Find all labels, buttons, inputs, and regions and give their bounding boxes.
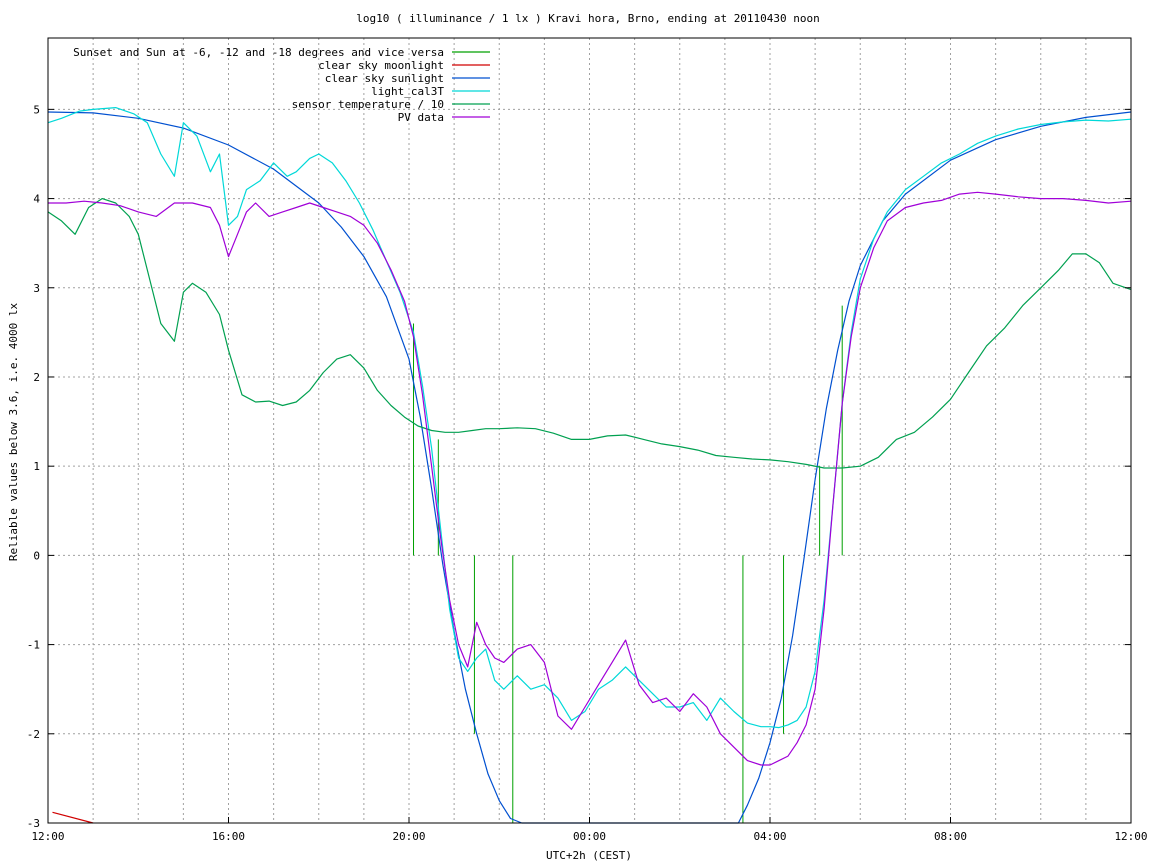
series-4-line — [47, 106, 1132, 729]
x-axis-label: UTC+2h (CEST) — [546, 849, 632, 862]
y-tick-label: 3 — [33, 282, 40, 295]
chart-title: log10 ( illuminance / 1 lx ) Kravi hora,… — [356, 12, 820, 25]
legend-label: clear sky moonlight — [318, 59, 444, 72]
axis-ticks: -3 -2 -1 0 1 2 3 4 5 12:00 16:00 20:00 00:00 04:00 08:… — [27, 103, 1148, 843]
x-tick-label: 16:00 — [212, 830, 245, 843]
y-tick-label: 5 — [33, 103, 40, 116]
grid-lines — [48, 38, 1131, 823]
y-tick-label: -1 — [27, 639, 40, 652]
legend-label: clear sky sunlight — [325, 72, 444, 85]
x-tick-label: 20:00 — [392, 830, 425, 843]
plot-series — [47, 106, 1132, 824]
y-tick-label: -2 — [27, 728, 40, 741]
legend: Sunset and Sun at -6, -12 and -18 degree… — [73, 46, 490, 124]
legend-label: light_cal3T — [371, 85, 444, 98]
y-tick-label: 0 — [33, 549, 40, 562]
y-tick-label: 2 — [33, 371, 40, 384]
series-1-impulses — [413, 305, 843, 823]
series-3-line — [47, 111, 1132, 824]
x-tick-label: 08:00 — [934, 830, 967, 843]
y-tick-label: -3 — [27, 817, 40, 830]
plot-frame — [47, 37, 1132, 824]
series-5-line — [47, 198, 1132, 469]
legend-label: PV data — [398, 111, 444, 124]
series-2-line — [52, 811, 94, 824]
series-6-line — [48, 191, 1132, 766]
y-tick-label: 1 — [33, 460, 40, 473]
y-axis-label: Reliable values below 3.6, i.e. 4000 lx — [7, 302, 20, 561]
x-tick-label: 12:00 — [31, 830, 64, 843]
legend-label: Sunset and Sun at -6, -12 and -18 degree… — [73, 46, 444, 59]
x-tick-label: 12:00 — [1114, 830, 1147, 843]
y-tick-label: 4 — [33, 193, 40, 206]
legend-label: sensor temperature / 10 — [292, 98, 444, 111]
x-tick-label: 00:00 — [573, 830, 606, 843]
x-tick-label: 04:00 — [753, 830, 786, 843]
